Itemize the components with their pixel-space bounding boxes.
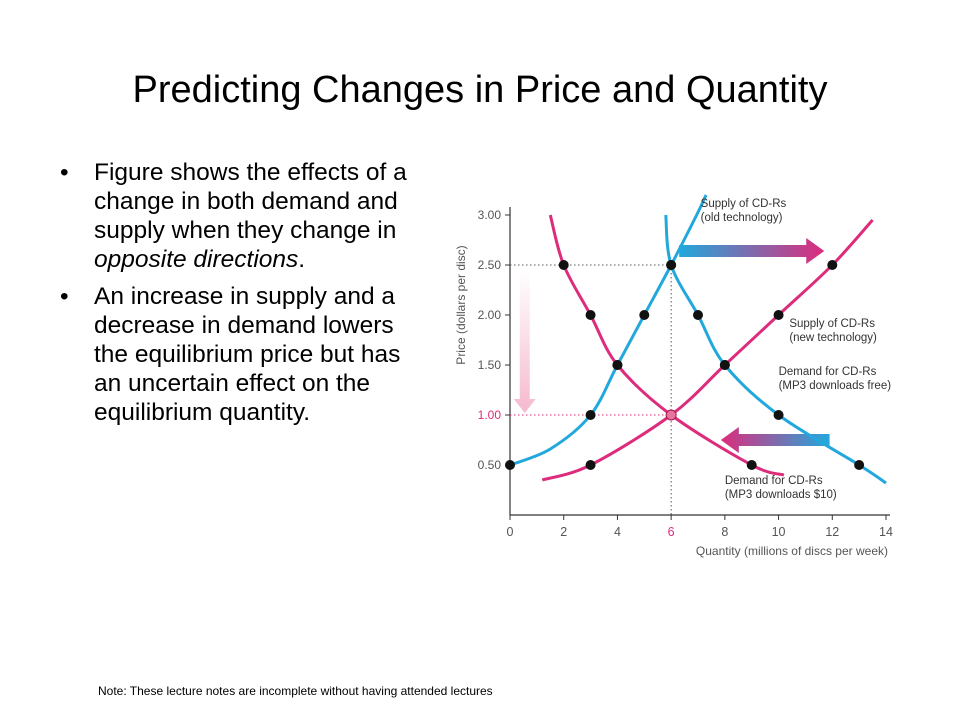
data-point	[558, 260, 569, 270]
data-point	[719, 360, 730, 370]
x-tick-label: 8	[721, 525, 728, 539]
data-point	[505, 460, 515, 470]
x-tick-label: 4	[614, 525, 621, 539]
bullet-text-part: Figure shows the effects of a change in …	[94, 159, 407, 244]
x-tick-label: 10	[772, 525, 786, 539]
y-tick-label: 2.00	[478, 308, 502, 322]
data-point	[585, 310, 596, 320]
data-point	[585, 410, 596, 420]
supply-new-label: Supply of CD-Rs (new technology)	[789, 318, 877, 344]
y-tick-label: 0.50	[478, 458, 502, 472]
data-point	[854, 460, 865, 470]
x-tick-label: 14	[879, 525, 893, 539]
data-point	[827, 260, 838, 270]
y-tick-label: 3.00	[478, 208, 502, 222]
x-tick-label: 6	[668, 525, 675, 539]
x-tick-label: 0	[507, 525, 514, 539]
supply-demand-chart: 0.50 1.00 1.50 2.00 2.50 3.00 0 2 4 6 8 10 12 14 Quant…	[454, 194, 893, 558]
bullet-text-emphasis: opposite directions	[94, 246, 299, 273]
bullet-text-part: .	[298, 246, 306, 273]
y-tick-label: 1.00	[478, 408, 502, 422]
slide-title: Predicting Changes in Price and Quantity	[132, 69, 828, 111]
y-tick-label: 1.50	[478, 358, 502, 372]
supply-shift-arrow	[679, 238, 825, 264]
x-tick-label: 2	[560, 525, 567, 539]
x-axis-title: Quantity (millions of discs per week)	[696, 544, 888, 558]
demand-shift-arrow	[720, 427, 830, 453]
bullet-list: • Figure shows the effects of a change i…	[60, 158, 430, 435]
y-axis-title: Price (dollars per disc)	[454, 245, 468, 364]
data-point	[773, 310, 784, 320]
footnote: Note: These lecture notes are incomplete…	[98, 684, 493, 698]
data-point	[773, 410, 784, 420]
data-point	[746, 460, 757, 470]
data-point	[693, 310, 703, 320]
bullet-item: • Figure shows the effects of a change i…	[60, 158, 430, 274]
data-point	[639, 310, 650, 320]
supply-old-curve	[509, 194, 708, 467]
x-tick-label: 12	[825, 525, 839, 539]
demand-10-label: Demand for CD-Rs (MP3 downloads $10)	[725, 475, 837, 501]
data-point	[612, 360, 623, 370]
data-point	[666, 260, 677, 270]
bullet-marker: •	[60, 159, 69, 186]
bullet-text-part: An increase in supply and a decrease in …	[94, 283, 401, 426]
data-point	[585, 460, 596, 470]
bullet-item: • An increase in supply and a decrease i…	[60, 282, 430, 427]
bullet-marker: •	[60, 283, 69, 310]
y-tick-label: 2.50	[478, 258, 502, 272]
price-fall-arrow	[513, 270, 536, 413]
demand-free-label: Demand for CD-Rs (MP3 downloads free)	[779, 366, 892, 392]
supply-old-label: Supply of CD-Rs (old technology)	[701, 198, 787, 224]
equilibrium-point	[665, 409, 677, 421]
